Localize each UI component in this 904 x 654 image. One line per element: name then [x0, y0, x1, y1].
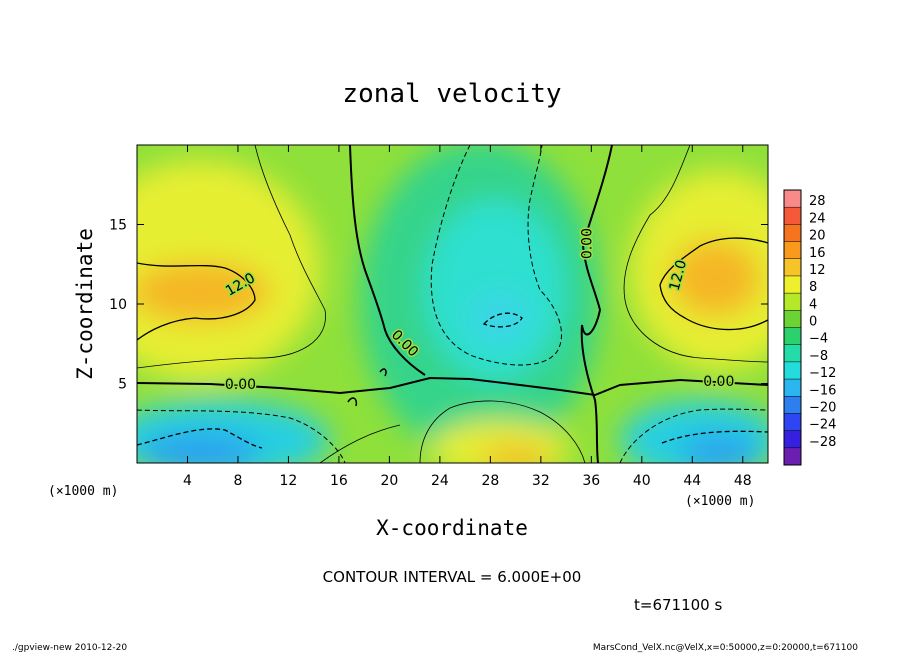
contour-label-3: 0.00	[703, 374, 734, 390]
contour-12-right	[659, 237, 768, 331]
contour-6-right	[623, 145, 768, 363]
colorbar-label-4: 12	[809, 263, 826, 278]
contour-minus12-center	[482, 312, 523, 328]
colorbar-swatch-7	[784, 310, 801, 328]
contour-6-bottom-left	[319, 424, 401, 463]
x-tick-label-5: 24	[431, 473, 449, 489]
colorbar-label-12: −20	[809, 400, 836, 415]
x-tick-label-11: 48	[734, 473, 752, 489]
field-center-core	[470, 293, 530, 343]
contour-minus6-bottom-right	[619, 408, 768, 463]
colorbar-swatch-1	[784, 207, 801, 225]
contour-island-1	[347, 397, 358, 407]
colorbar-swatch-14	[784, 430, 801, 449]
y-tick-label-1: 10	[109, 297, 127, 313]
colorbar-label-9: −8	[809, 349, 828, 364]
colorbar-swatch-15	[784, 447, 801, 466]
colorbar-label-10: −12	[809, 366, 836, 381]
colorbar-swatch-6	[784, 293, 801, 311]
colorbar-swatch-11	[784, 379, 801, 397]
colorbar-swatch-0	[784, 190, 801, 208]
field-center-cyan	[425, 200, 565, 380]
colorbar-swatch-8	[784, 327, 801, 346]
colorbar-label-7: 0	[809, 315, 817, 330]
x-tick-label-10: 44	[683, 473, 701, 489]
colorbar-swatch-4	[784, 258, 801, 277]
contour-minus12-bottom-left	[137, 428, 263, 449]
x-unit-label-left: (×1000 m)	[48, 484, 118, 499]
colorbar-label-5: 8	[809, 280, 817, 295]
contour-zero-horizontal	[137, 376, 768, 397]
x-tick-label-6: 28	[481, 473, 499, 489]
colorbar-swatch-2	[784, 224, 801, 243]
field-bottom-center-orange	[480, 446, 550, 463]
contour-minus12-bottom-right	[661, 430, 768, 444]
colorbar-label-6: 4	[809, 297, 817, 312]
chart-title: zonal velocity	[342, 79, 561, 109]
colorbar-label-2: 20	[809, 229, 826, 244]
colorbar-label-0: 28	[809, 194, 826, 209]
x-tick-label-3: 16	[330, 473, 348, 489]
x-tick-label-0: 4	[183, 473, 192, 489]
x-tick-label-4: 20	[380, 473, 398, 489]
field-left-orange	[137, 262, 270, 322]
x-tick-label-2: 12	[280, 473, 298, 489]
colorbar-label-3: 16	[809, 246, 826, 261]
x-tick-label-9: 40	[633, 473, 651, 489]
colorbar-swatch-3	[784, 241, 801, 260]
plot-area: 12.0 12.00.00 0.000.000.00	[137, 145, 768, 463]
y-axis-label: Z-coordinate	[73, 228, 97, 380]
colorbar-label-11: −16	[809, 383, 836, 398]
colorbar-swatch-12	[784, 396, 801, 414]
colorbar-label-1: 24	[809, 211, 826, 226]
contour-island-2	[379, 368, 387, 377]
colorbar-swatch-10	[784, 361, 801, 380]
colorbar-swatch-9	[784, 344, 801, 363]
colorbar-swatch-5	[784, 275, 801, 294]
field-bottom-left-blue	[140, 434, 260, 463]
footer-left: ./gpview-new 2010-12-20	[12, 643, 127, 653]
field-bottom-right-blue	[680, 436, 760, 463]
contour-label-2: 0.00	[225, 377, 256, 393]
colorbar-label-8: −4	[809, 332, 828, 347]
colorbar-label-13: −24	[809, 418, 836, 433]
contour-label-5: 0.00	[580, 228, 596, 259]
contour-zero-left-vertical	[349, 145, 426, 376]
colorbar-swatch-13	[784, 413, 801, 432]
contour-6-left	[137, 145, 326, 369]
field-right-orange	[670, 240, 760, 316]
contour-minus6-bottom-left	[137, 409, 346, 463]
x-unit-label-right: (×1000 m)	[685, 494, 755, 509]
x-tick-label-7: 32	[532, 473, 550, 489]
contour-minus6-center	[430, 145, 562, 366]
footer-right: MarsCond_VelX.nc@VelX,x=0:50000,z=0:2000…	[593, 643, 858, 653]
contour-6-bottom-center	[419, 400, 586, 463]
contour-12-left	[137, 262, 256, 341]
contour-zero-right-vertical	[580, 145, 613, 463]
x-tick-label-1: 8	[233, 473, 242, 489]
x-axis-label: X-coordinate	[376, 516, 528, 540]
y-tick-label-2: 15	[109, 218, 127, 234]
x-tick-label-8: 36	[582, 473, 600, 489]
contour-interval-note: CONTOUR INTERVAL = 6.000E+00	[323, 568, 582, 586]
colorbar-label-14: −28	[809, 435, 836, 450]
time-stamp: t=671100 s	[634, 596, 722, 614]
y-tick-label-0: 5	[118, 377, 127, 393]
